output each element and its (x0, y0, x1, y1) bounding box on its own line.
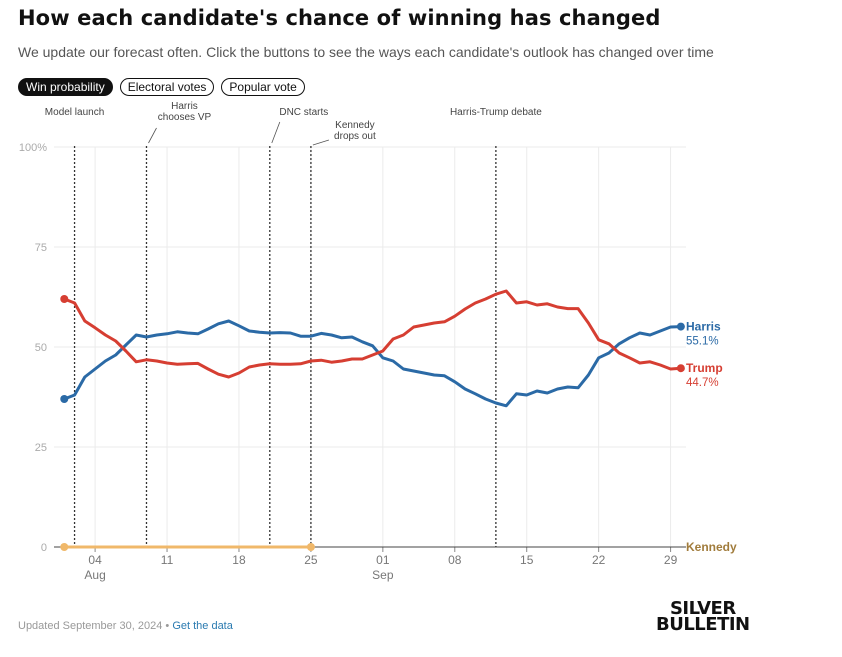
trump-name-label: Trump (686, 361, 723, 375)
harris-name-label: Harris (686, 320, 721, 334)
tab-electoral-votes[interactable]: Electoral votes (119, 78, 215, 96)
event-label: DNC starts (279, 107, 328, 118)
harris-value-label: 55.1% (686, 336, 719, 348)
get-data-link[interactable]: Get the data (172, 620, 233, 632)
page-subtitle: We update our forecast often. Click the … (18, 44, 714, 60)
event-label: drops out (334, 131, 376, 142)
x-tick-label: 25 (304, 553, 318, 567)
kennedy-end-point (306, 543, 315, 551)
brand-line-1: SILVER (669, 598, 736, 619)
tab-win-probability[interactable]: Win probability (18, 78, 113, 96)
footer: Updated September 30, 2024 • Get the dat… (18, 620, 233, 632)
trump-start-point (60, 295, 69, 303)
x-tick-label: 08 (448, 553, 462, 567)
kennedy-name-label: Kennedy (686, 540, 737, 554)
harris-line (62, 319, 683, 408)
brand-logo: SILVER BULLETIN (656, 598, 750, 635)
x-tick-label: 15 (520, 553, 534, 567)
x-tick-label: 01 (376, 553, 390, 567)
chart-mode-tabs: Win probability Electoral votes Popular … (18, 78, 305, 96)
event-leader (148, 127, 157, 144)
page-title: How each candidate's chance of winning h… (18, 6, 661, 30)
harris-start-point (60, 395, 69, 403)
x-tick-label: 11 (161, 553, 174, 567)
footer-separator: • (165, 620, 170, 632)
y-tick-label: 25 (35, 442, 47, 454)
trump-end-point (676, 364, 685, 373)
event-leader (312, 139, 330, 146)
event-label: Kennedy (335, 120, 374, 131)
x-tick-label: 04 (88, 553, 102, 567)
event-label: Harris-Trump debate (450, 107, 542, 118)
harris-end-point (676, 322, 685, 331)
event-leader (271, 121, 281, 144)
y-tick-label: 50 (35, 342, 47, 354)
trump-line (62, 289, 683, 379)
x-tick-label: 29 (664, 553, 678, 567)
brand-line-2: BULLETIN (656, 614, 750, 635)
event-label: Model launch (45, 107, 104, 118)
x-tick-label: 22 (592, 553, 606, 567)
y-tick-label: 75 (35, 242, 47, 254)
trump-value-label: 44.7% (686, 377, 719, 389)
y-tick-label: 0 (41, 542, 47, 554)
event-label: Harris (171, 101, 198, 112)
kennedy-start-point (60, 543, 69, 551)
updated-text: Updated September 30, 2024 (18, 620, 163, 632)
y-tick-label: 100% (19, 142, 47, 154)
event-label: chooses VP (158, 112, 212, 123)
x-tick-label: 18 (232, 553, 246, 567)
x-tick-sublabel: Sep (372, 568, 394, 582)
tab-popular-vote[interactable]: Popular vote (221, 78, 305, 96)
x-tick-sublabel: Aug (84, 568, 105, 582)
